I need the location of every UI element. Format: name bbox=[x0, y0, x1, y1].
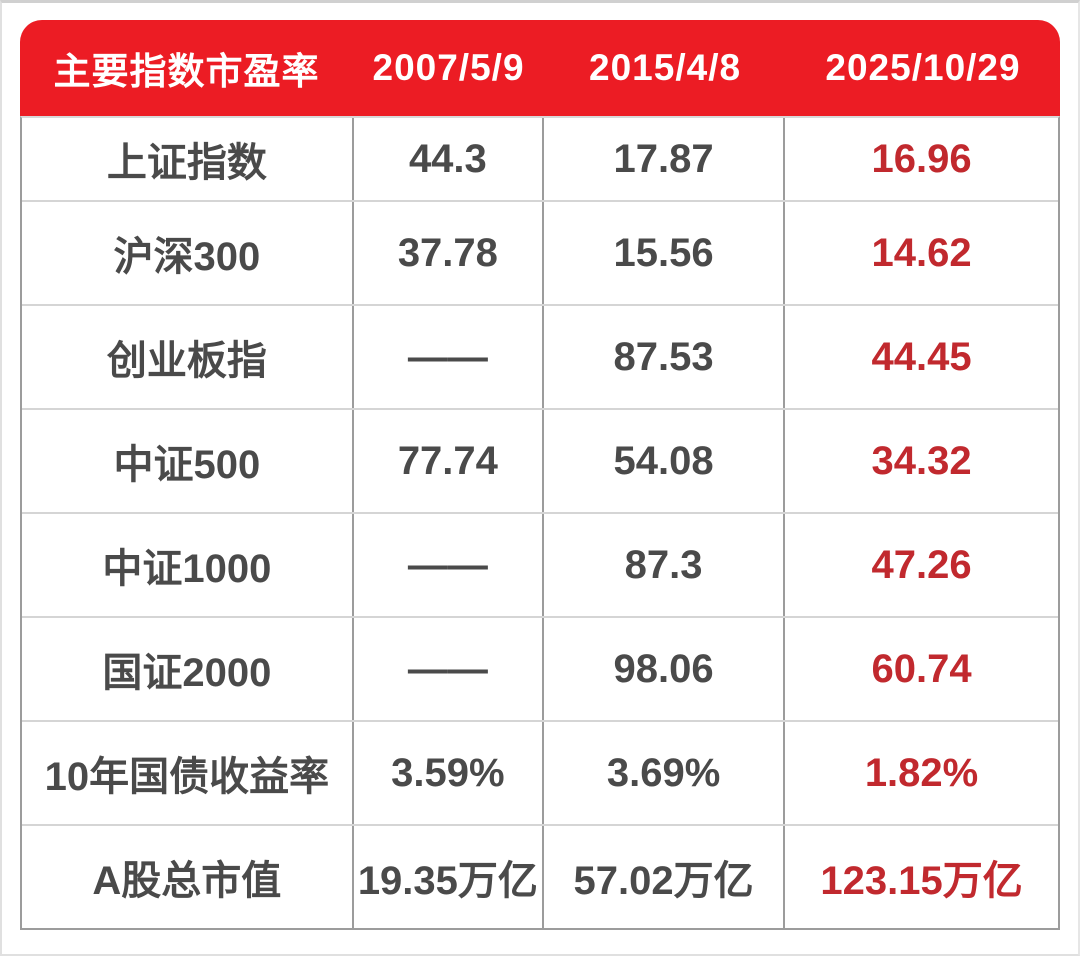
pe-ratio-table: 主要指数市盈率 2007/5/9 2015/4/8 2025/10/29 上证指… bbox=[20, 20, 1060, 930]
table-header-title: 主要指数市盈率 bbox=[53, 51, 320, 92]
cell-2025: 1.82% bbox=[864, 750, 979, 795]
row-label: 上证指数 bbox=[22, 118, 354, 200]
cell-2025: 14.62 bbox=[871, 230, 972, 275]
cell-2015: 87.3 bbox=[544, 514, 786, 616]
cell-2007: 3.59% bbox=[354, 722, 545, 824]
cell-2015: 57.02万亿 bbox=[544, 826, 786, 928]
cell-2007: 19.35万亿 bbox=[354, 826, 545, 928]
cell-2025: 60.74 bbox=[871, 646, 972, 691]
table-header-date-2025: 2025/10/29 bbox=[825, 47, 1021, 88]
table-row-10y-bond-yield: 10年国债收益率 3.59% 3.69% 1.82% bbox=[22, 720, 1058, 824]
row-label: 10年国债收益率 bbox=[22, 722, 354, 824]
table-row-a-share-total-market-cap: A股总市值 19.35万亿 57.02万亿 123.15万亿 bbox=[22, 824, 1058, 928]
table-row-shanghai-composite: 上证指数 44.3 17.87 16.96 bbox=[22, 118, 1058, 200]
table-row-csi500: 中证500 77.74 54.08 34.32 bbox=[22, 408, 1058, 512]
table-header-row: 主要指数市盈率 2007/5/9 2015/4/8 2025/10/29 bbox=[20, 20, 1060, 116]
row-label: 中证500 bbox=[22, 410, 354, 512]
cell-2015: 87.53 bbox=[544, 306, 786, 408]
cell-2025: 34.32 bbox=[871, 438, 972, 483]
table-header-date-2007: 2007/5/9 bbox=[372, 47, 525, 88]
cell-2015: 15.56 bbox=[544, 202, 786, 304]
cell-2015: 98.06 bbox=[544, 618, 786, 720]
cell-2015: 17.87 bbox=[544, 118, 786, 200]
cell-2015: 3.69% bbox=[544, 722, 786, 824]
cell-2007: —— bbox=[354, 514, 545, 616]
table-body: 上证指数 44.3 17.87 16.96 沪深300 37.78 15.56 … bbox=[20, 116, 1060, 930]
row-label: 创业板指 bbox=[22, 306, 354, 408]
table-row-csi1000: 中证1000 —— 87.3 47.26 bbox=[22, 512, 1058, 616]
cell-2025: 123.15万亿 bbox=[820, 859, 1023, 903]
cell-2025: 47.26 bbox=[871, 542, 972, 587]
table-header-date-2015: 2015/4/8 bbox=[589, 47, 742, 88]
table-row-chinext: 创业板指 —— 87.53 44.45 bbox=[22, 304, 1058, 408]
table-row-csi300: 沪深300 37.78 15.56 14.62 bbox=[22, 200, 1058, 304]
cell-2025: 16.96 bbox=[871, 136, 972, 181]
row-label: 中证1000 bbox=[22, 514, 354, 616]
cell-2007: 37.78 bbox=[354, 202, 545, 304]
cell-2015: 54.08 bbox=[544, 410, 786, 512]
row-label: A股总市值 bbox=[22, 826, 354, 928]
table-row-cni2000: 国证2000 —— 98.06 60.74 bbox=[22, 616, 1058, 720]
cell-2007: 77.74 bbox=[354, 410, 545, 512]
cell-2025: 44.45 bbox=[871, 334, 972, 379]
cell-2007: —— bbox=[354, 306, 545, 408]
cell-2007: 44.3 bbox=[354, 118, 545, 200]
row-label: 沪深300 bbox=[22, 202, 354, 304]
cell-2007: —— bbox=[354, 618, 545, 720]
row-label: 国证2000 bbox=[22, 618, 354, 720]
